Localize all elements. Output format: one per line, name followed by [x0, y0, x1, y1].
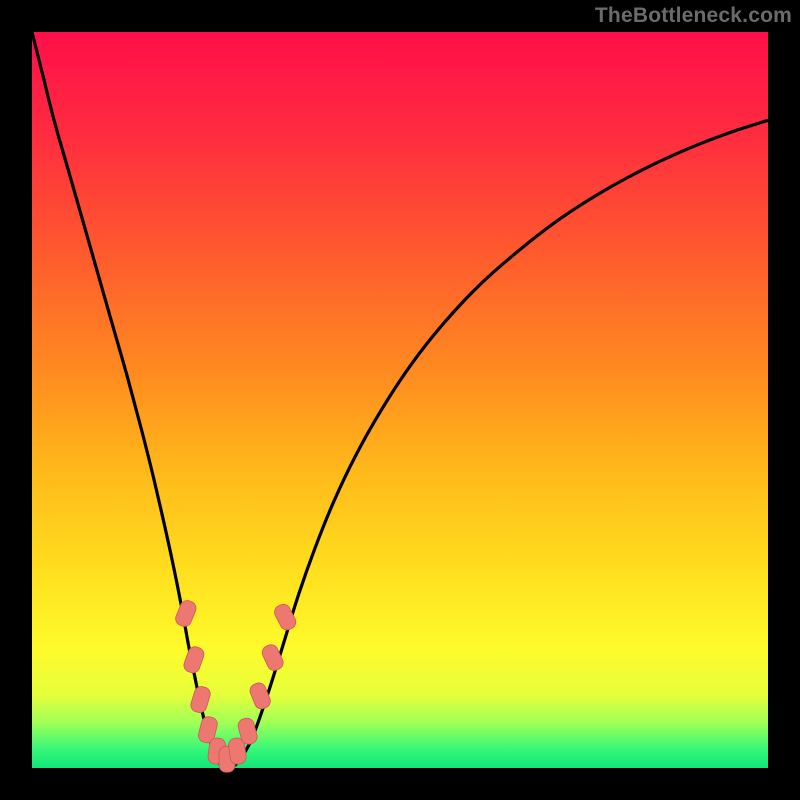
plot-area — [32, 32, 768, 768]
watermark-text: TheBottleneck.com — [595, 4, 792, 28]
stage: TheBottleneck.com — [0, 0, 800, 800]
chart-svg — [0, 0, 800, 800]
